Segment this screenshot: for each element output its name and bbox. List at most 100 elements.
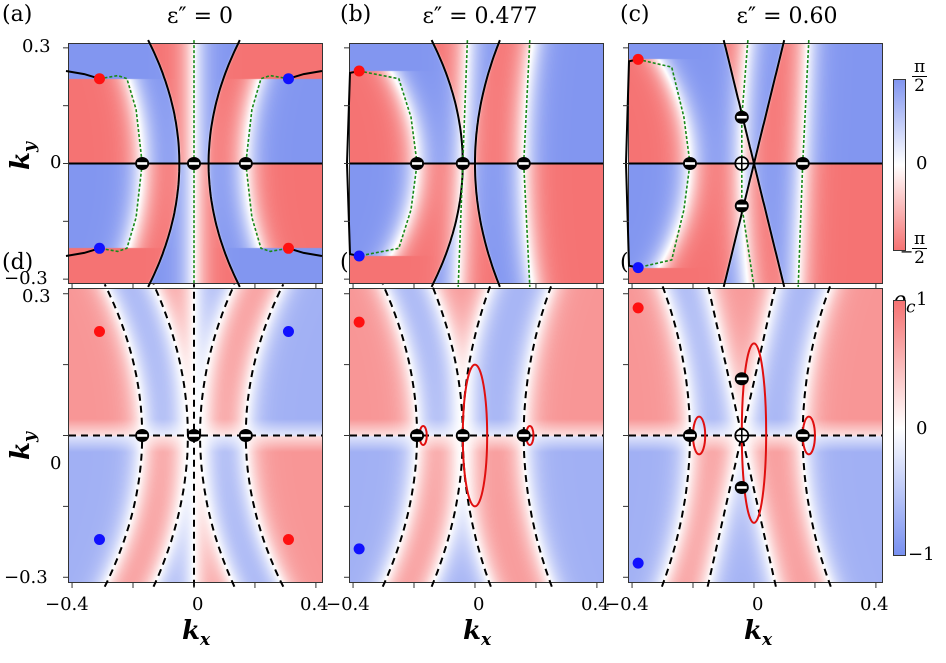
phase-branch-cut-line	[147, 39, 181, 288]
defect-minus-bar	[137, 162, 148, 165]
rho-zero-dashed-line	[430, 283, 464, 588]
defect-minus-bar	[188, 162, 199, 165]
red-point	[353, 316, 365, 328]
ytick-top-row2: 0.3	[22, 286, 51, 307]
phase-colorbar	[893, 79, 906, 251]
xlabel-a: kx	[182, 616, 211, 651]
defect-minus-bar	[684, 162, 695, 165]
defect-minus-bar	[240, 162, 251, 165]
red-point	[93, 73, 105, 85]
defect-minus-bar	[684, 434, 695, 437]
rho-zero-dashed-line	[461, 283, 492, 588]
defect-minus-bar	[137, 434, 148, 437]
ylabel-row2: ky	[6, 432, 41, 460]
panel-label-d: (d)	[2, 250, 34, 275]
blue-point	[632, 557, 644, 569]
xtick-c-left: −0.4	[605, 594, 649, 615]
red-point	[282, 533, 294, 545]
xtick-b-mid: 0	[473, 594, 485, 615]
defect-minus-bar	[736, 115, 747, 119]
overlay	[344, 39, 603, 289]
defect-minus-bar	[797, 162, 808, 165]
xlabel-b: kx	[463, 616, 492, 651]
xlabel-c: kx	[744, 616, 773, 651]
green-dotted-line	[522, 40, 531, 287]
panel-title-b: ε″ = 0.477	[422, 4, 538, 29]
cbar-rho-bottom-label: −1	[908, 544, 935, 565]
green-dotted-line	[741, 40, 755, 288]
blue-point	[353, 543, 365, 555]
defect-minus-bar	[188, 434, 199, 437]
defect-minus-bar	[518, 162, 529, 165]
rho-zero-dashed-line	[706, 284, 777, 587]
defect-minus-bar	[736, 486, 747, 489]
cbar-rho-top-label: 1	[916, 289, 928, 310]
heatmap-panel-f	[623, 283, 883, 588]
rho-zero-dashed-line	[660, 283, 692, 588]
overlay	[623, 283, 882, 588]
defect-minus-bar	[412, 162, 423, 165]
panel-title-c: ε″ = 0.60	[736, 4, 838, 29]
green-dotted-line	[244, 74, 289, 253]
xtick-c-right: 0.4	[860, 594, 889, 615]
defect-minus-bar	[457, 434, 468, 437]
panel-title-a: ε″ = 0	[166, 4, 234, 29]
green-dotted-line	[99, 74, 144, 253]
xtick-a-left: −0.4	[45, 594, 89, 615]
defect-minus-bar	[412, 434, 423, 437]
defect-plus-cross	[735, 429, 748, 442]
ytick-mid-row1: 0	[50, 152, 62, 173]
green-dotted-line	[457, 40, 469, 287]
overlay	[623, 39, 882, 289]
rho-zero-dashed-line	[706, 284, 777, 587]
phase-branch-cut-line	[207, 39, 241, 288]
heatmap-panel-c	[623, 39, 883, 289]
defect-minus-bar	[797, 434, 808, 437]
red-point	[93, 326, 105, 338]
ytick-bot-row1: −0.3	[4, 268, 48, 289]
blue-point	[93, 533, 105, 545]
blue-point	[353, 250, 365, 262]
phase-branch-cut-line	[474, 39, 501, 288]
blue-point	[632, 262, 644, 274]
heatmap-panel-b	[344, 39, 604, 289]
overlay	[63, 283, 322, 588]
xtick-c-mid: 0	[752, 594, 764, 615]
red-point	[632, 53, 644, 65]
ytick-top-row1: 0.3	[22, 36, 51, 57]
defect-minus-bar	[240, 434, 251, 437]
xtick-b-right: 0.4	[581, 594, 610, 615]
defect-minus-bar	[518, 434, 529, 437]
rho-zero-dashed-line	[522, 283, 553, 588]
rho-zero-dashed-line	[801, 283, 832, 588]
cbar-phase-bot-sign: −	[900, 242, 914, 261]
defect-minus-bar	[736, 377, 747, 381]
blue-point	[282, 326, 294, 338]
rho-colorbar	[893, 300, 906, 556]
panel-label-a: (a)	[2, 2, 33, 27]
red-point	[632, 302, 644, 314]
defect-plus-cross	[735, 157, 748, 170]
overlay	[63, 39, 323, 289]
green-dotted-line	[797, 40, 810, 287]
ytick-bot-row2: −0.3	[4, 567, 48, 588]
heatmap-panel-a	[63, 39, 323, 289]
cbar-phase-mid-label: 0	[916, 153, 928, 174]
panel-label-c: (c)	[620, 2, 650, 27]
blue-point	[93, 242, 105, 254]
phase-branch-cut-line	[722, 39, 786, 288]
xtick-b-left: −0.4	[326, 594, 370, 615]
defect-minus-bar	[736, 204, 747, 208]
defect-minus-bar	[457, 162, 468, 165]
ylabel-row1: ky	[6, 142, 41, 170]
cbar-rho-mid-label: 0	[916, 418, 928, 439]
xtick-a-mid: 0	[192, 594, 204, 615]
heatmap-panel-e	[344, 283, 604, 588]
heatmap-panel-d	[63, 283, 323, 588]
red-point	[282, 242, 294, 254]
xtick-a-right: 0.4	[300, 594, 329, 615]
red-point	[353, 65, 365, 77]
